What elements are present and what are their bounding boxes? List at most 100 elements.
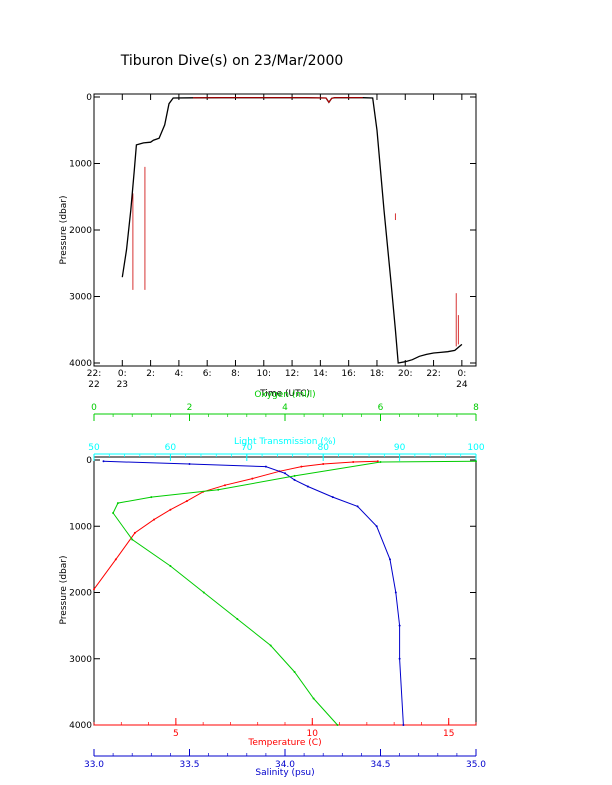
profile-point [356, 505, 359, 508]
profile-point [102, 460, 105, 463]
profile-point [153, 518, 155, 521]
profile-point [352, 461, 355, 463]
profile-point [185, 500, 188, 503]
x-tick-label: 10: [257, 369, 271, 379]
axis-title: Salinity (psu) [255, 768, 314, 778]
axis-tick-label: 6 [378, 403, 384, 413]
profile-point [312, 697, 315, 700]
profile-line [112, 460, 477, 726]
profile-panel: 0 1000 2000 3000 4000 0 2 4 6 8 Oxygen (ml/l) 5 0 60… [59, 390, 486, 778]
profile-point [217, 488, 220, 491]
y-tick-label: 1000 [69, 522, 92, 532]
x-tick-label: 18: [370, 369, 384, 379]
profile-point [306, 485, 309, 488]
axis-tick-label: 90 [394, 443, 406, 453]
profile-point [293, 478, 296, 481]
y-tick-label: 2000 [69, 226, 92, 236]
spike-annotations [132, 166, 459, 347]
profile-point [264, 465, 267, 468]
profile-point [336, 724, 339, 726]
x-tick-label: 4: [175, 369, 184, 379]
profile-point [236, 618, 239, 620]
profile-point [376, 460, 379, 463]
x-tick-label: 8: [231, 369, 240, 379]
axis-tick-label: 34.5 [370, 760, 390, 770]
axis-tick-label: 5 [173, 729, 179, 739]
axis-tick-label: 15 [443, 729, 454, 739]
axis-tick-label: 80 [317, 443, 329, 453]
y-tick-label: 0 [86, 456, 92, 466]
profile-point [188, 463, 191, 465]
x-tick-label: 12: [285, 369, 299, 379]
x-tick-label: 0: [457, 369, 466, 379]
profile-series [93, 460, 477, 726]
profile-point [269, 644, 272, 647]
axis-tick-label: 70 [241, 443, 253, 453]
x-tick-label: 22: [426, 369, 440, 379]
x-tick-label: 22: [87, 369, 101, 379]
depth-track-alt-line [192, 97, 363, 104]
axis-tick-label: 2 [187, 403, 193, 413]
x-tick-label: 6: [203, 369, 212, 379]
y-tick-label: 2000 [69, 589, 92, 599]
axis-tick-label: 100 [467, 443, 484, 453]
profile-point [133, 531, 136, 534]
profile-point [251, 477, 254, 480]
y-tick-label: 4000 [69, 359, 92, 369]
profile-point [394, 591, 397, 594]
axis-tick-label: 8 [473, 403, 479, 413]
axis-title: Temperature (C) [247, 738, 321, 748]
y-axis-bottom: 0 1000 2000 3000 4000 [69, 456, 476, 731]
profile-point [224, 484, 226, 487]
x-tick-date-label: 22 [88, 380, 99, 390]
axis-tick-label: 10 [307, 729, 319, 739]
profile-point [300, 465, 303, 468]
x-axis-label-time: Time (UTC) [259, 389, 310, 399]
profile-point [114, 558, 117, 561]
profile-point [398, 624, 401, 627]
profile-point [93, 588, 95, 591]
axis-title: Oxygen (ml/l) [254, 390, 315, 400]
x-tick-label: 16: [341, 369, 355, 379]
x-tick-date-label: 24 [456, 380, 468, 390]
profile-point [379, 461, 382, 463]
x-tick-label: 0: [118, 369, 127, 379]
profile-point [475, 460, 477, 463]
x-tick-date-label: 23 [117, 380, 128, 390]
depth-track-line [121, 97, 463, 364]
x-tick-label: 14: [313, 369, 327, 379]
profile-point [131, 538, 134, 541]
profile-point [169, 565, 172, 567]
profile-point [331, 496, 334, 499]
axis-tick-label: 35.0 [466, 760, 486, 770]
axis-tick-label: 34.0 [275, 760, 295, 770]
axis-tick-label: 0 [91, 403, 97, 413]
profile-point [112, 512, 115, 514]
axis-tick-label: 60 [165, 443, 177, 453]
y-tick-label: 1000 [69, 160, 92, 170]
y-tick-label: 3000 [69, 655, 92, 665]
profile-point [293, 671, 296, 673]
profile-point [389, 558, 391, 561]
chart-title: Tiburon Dive(s) on 23/Mar/2000 [120, 53, 344, 69]
axis-tick-label: 4 [282, 403, 288, 413]
x-tick-label: 20: [398, 369, 412, 379]
profile-line [103, 460, 404, 726]
y-tick-label: 4000 [69, 721, 92, 731]
axis-tick-label: 33.0 [84, 760, 104, 770]
profile-point [284, 472, 286, 475]
y-axis-label-top: Pressure (dbar) [59, 196, 69, 265]
profile-line [93, 460, 378, 590]
depth-track [121, 97, 463, 364]
profile-point [169, 508, 172, 511]
profile-point [375, 525, 378, 528]
y-tick-label: 3000 [69, 293, 92, 303]
x-axis-time: 22:220:232: 4: 6: 8: 10: 12: 14: 16: 18: 20: 22: 0:… [87, 94, 468, 390]
profile-point [116, 502, 119, 505]
y-tick-label: 0 [86, 93, 92, 103]
profile-point [402, 724, 405, 726]
profile-point [322, 463, 325, 465]
